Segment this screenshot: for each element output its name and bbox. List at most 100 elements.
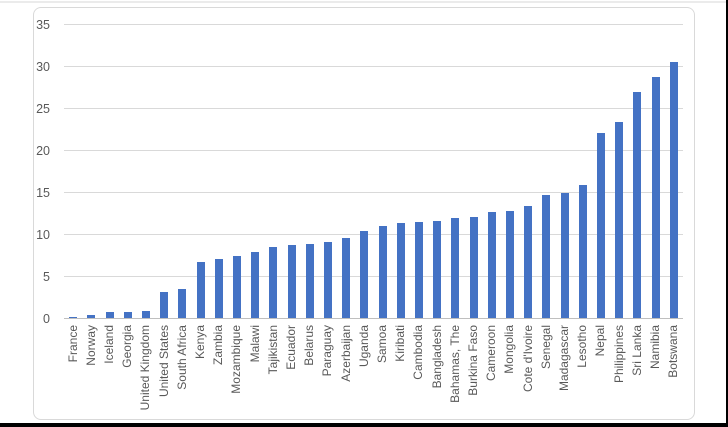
x-category-label: France: [65, 325, 80, 363]
x-label-slot: Zambia: [210, 325, 228, 419]
x-category-label: Nepal: [593, 325, 608, 357]
bar-slot: [210, 25, 228, 319]
x-label-slot: Cambodia: [410, 325, 428, 419]
x-label-slot: Azerbaijan: [337, 325, 355, 419]
bar-cambodia: [414, 222, 423, 319]
bar-slot: [64, 25, 82, 319]
x-category-label: Philippines: [611, 325, 626, 384]
x-label-slot: Cote d'Ivoire: [519, 325, 537, 419]
bar-slot: [100, 25, 118, 319]
bar-mozambique: [232, 256, 241, 319]
x-category-label: Malawi: [247, 325, 262, 363]
bar-slot: [519, 25, 537, 319]
y-gridline-20: [64, 150, 683, 151]
x-category-label: Cote d'Ivoire: [520, 325, 535, 392]
x-category-label: Zambia: [211, 325, 226, 366]
x-label-slot: Tajikistan: [264, 325, 282, 419]
x-label-slot: Madagascar: [555, 325, 573, 419]
bar-zambia: [214, 259, 223, 319]
bar-azerbaijan: [342, 238, 351, 319]
x-category-label: Sri Lanka: [629, 325, 644, 376]
bar-slot: [446, 25, 464, 319]
x-category-label: Burkina Faso: [466, 325, 481, 396]
y-axis-tick-labels: 0 5 10 15 20 25 30 35: [34, 18, 60, 326]
bar-slot: [483, 25, 501, 319]
y-gridline-30: [64, 66, 683, 67]
bar-slot: [555, 25, 573, 319]
x-label-slot: United States: [155, 325, 173, 419]
x-label-slot: Kenya: [191, 325, 209, 419]
bar-slot: [155, 25, 173, 319]
bar-tajikistan: [269, 246, 278, 319]
bar-slot: [537, 25, 555, 319]
y-gridline-10: [64, 234, 683, 235]
x-label-slot: Lesotho: [574, 325, 592, 419]
x-axis-category-labels: France Norway Iceland Georgia United Kingdom…: [64, 325, 683, 419]
bar-slot: [355, 25, 373, 319]
x-category-label: Bangladesh: [429, 325, 444, 389]
x-label-slot: Sri Lanka: [628, 325, 646, 419]
x-label-slot: Cameroon: [483, 325, 501, 419]
bar-burkina-faso: [469, 217, 478, 319]
x-category-label: Mongolia: [502, 325, 517, 374]
x-category-label: Samoa: [375, 325, 390, 364]
bar-kiribati: [396, 223, 405, 319]
bar-slot: [337, 25, 355, 319]
bar-slot: [592, 25, 610, 319]
bar-cote-d-ivoire: [524, 206, 533, 319]
x-label-slot: Malawi: [246, 325, 264, 419]
x-label-slot: Uganda: [355, 325, 373, 419]
y-tick-label-5: 5: [43, 270, 50, 284]
bar-slot: [82, 25, 100, 319]
x-label-slot: Paraguay: [319, 325, 337, 419]
page-bottom-border: [0, 423, 728, 427]
bar-slot: [647, 25, 665, 319]
bar-iceland: [105, 312, 114, 319]
x-category-label: Cameroon: [484, 325, 499, 382]
bar-slot: [610, 25, 628, 319]
y-tick-label-10: 10: [36, 228, 50, 242]
x-category-label: Georgia: [120, 325, 135, 368]
x-category-label: Azerbaijan: [338, 325, 353, 382]
y-tick-label-35: 35: [36, 18, 50, 32]
bar-ecuador: [287, 245, 296, 319]
x-category-label: United Kingdom: [138, 325, 153, 411]
y-tick-label-25: 25: [36, 102, 50, 116]
x-label-slot: Samoa: [373, 325, 391, 419]
bar-nepal: [596, 133, 605, 319]
x-category-label: Senegal: [538, 325, 553, 370]
x-label-slot: Burkina Faso: [464, 325, 482, 419]
bar-slot: [191, 25, 209, 319]
x-label-slot: Kiribati: [392, 325, 410, 419]
y-gridline-15: [64, 192, 683, 193]
bar-samoa: [378, 225, 387, 319]
bar-slot: [119, 25, 137, 319]
bar-slot: [410, 25, 428, 319]
x-label-slot: France: [64, 325, 82, 419]
y-gridline-5: [64, 276, 683, 277]
x-category-label: Tajikistan: [265, 325, 280, 375]
bar-slot: [282, 25, 300, 319]
x-label-slot: Mongolia: [501, 325, 519, 419]
x-label-slot: Botswana: [665, 325, 683, 419]
x-label-slot: Philippines: [610, 325, 628, 419]
x-category-label: Mozambique: [229, 325, 244, 394]
bar-sri-lanka: [633, 92, 642, 319]
x-label-slot: Iceland: [100, 325, 118, 419]
x-label-slot: Bahamas, The: [446, 325, 464, 419]
bar-slot: [373, 25, 391, 319]
x-category-label: Lesotho: [575, 325, 590, 368]
x-category-label: Ecuador: [284, 325, 299, 370]
x-label-slot: Nepal: [592, 325, 610, 419]
x-label-slot: Senegal: [537, 325, 555, 419]
page-right-border: [726, 0, 728, 427]
y-tick-label-0: 0: [43, 312, 50, 326]
x-label-slot: South Africa: [173, 325, 191, 419]
y-tick-label-20: 20: [36, 144, 50, 158]
x-category-label: Madagascar: [557, 325, 572, 392]
bar-kenya: [196, 261, 205, 319]
x-category-label: Kiribati: [393, 325, 408, 362]
x-label-slot: Bangladesh: [428, 325, 446, 419]
bar-slot: [501, 25, 519, 319]
